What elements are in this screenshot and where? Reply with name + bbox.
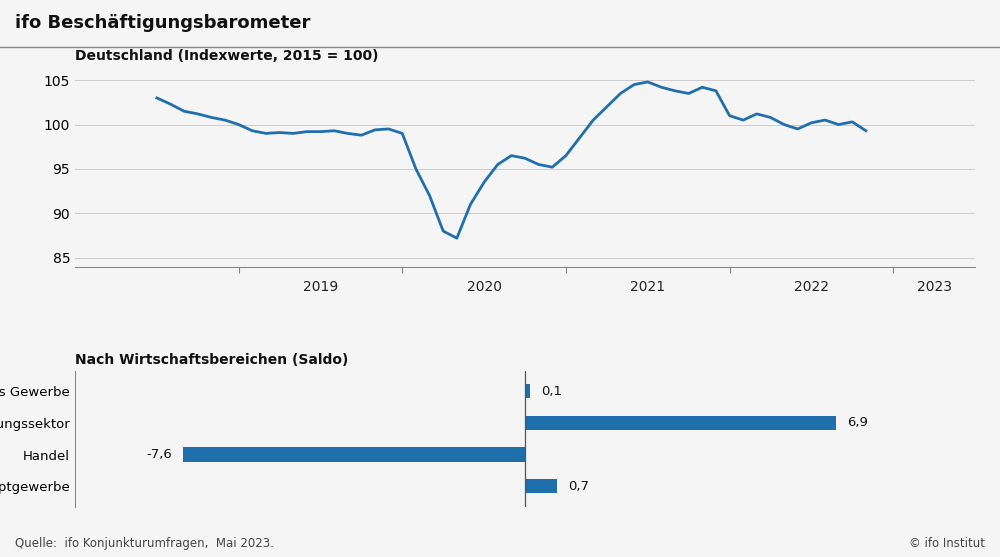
Text: 6,9: 6,9 — [847, 417, 868, 429]
Text: 0,1: 0,1 — [541, 385, 562, 398]
Text: 2021: 2021 — [630, 280, 665, 294]
Text: 2022: 2022 — [794, 280, 829, 294]
Bar — [525, 416, 836, 430]
Text: 2023: 2023 — [917, 280, 952, 294]
Text: Deutschland (Indexwerte, 2015 = 100): Deutschland (Indexwerte, 2015 = 100) — [75, 49, 378, 63]
Text: © ifo Institut: © ifo Institut — [909, 538, 985, 550]
Text: -7,6: -7,6 — [146, 448, 172, 461]
Text: 2019: 2019 — [303, 280, 338, 294]
Text: ifo Beschäftigungsbarometer: ifo Beschäftigungsbarometer — [15, 14, 310, 32]
Bar — [525, 479, 556, 494]
Bar — [525, 384, 530, 398]
Text: Nach Wirtschaftsbereichen (Saldo): Nach Wirtschaftsbereichen (Saldo) — [75, 353, 348, 367]
Bar — [183, 447, 525, 462]
Text: 0,7: 0,7 — [568, 480, 589, 493]
Text: Quelle:  ifo Konjunkturumfragen,  Mai 2023.: Quelle: ifo Konjunkturumfragen, Mai 2023… — [15, 538, 274, 550]
Text: 2020: 2020 — [467, 280, 502, 294]
